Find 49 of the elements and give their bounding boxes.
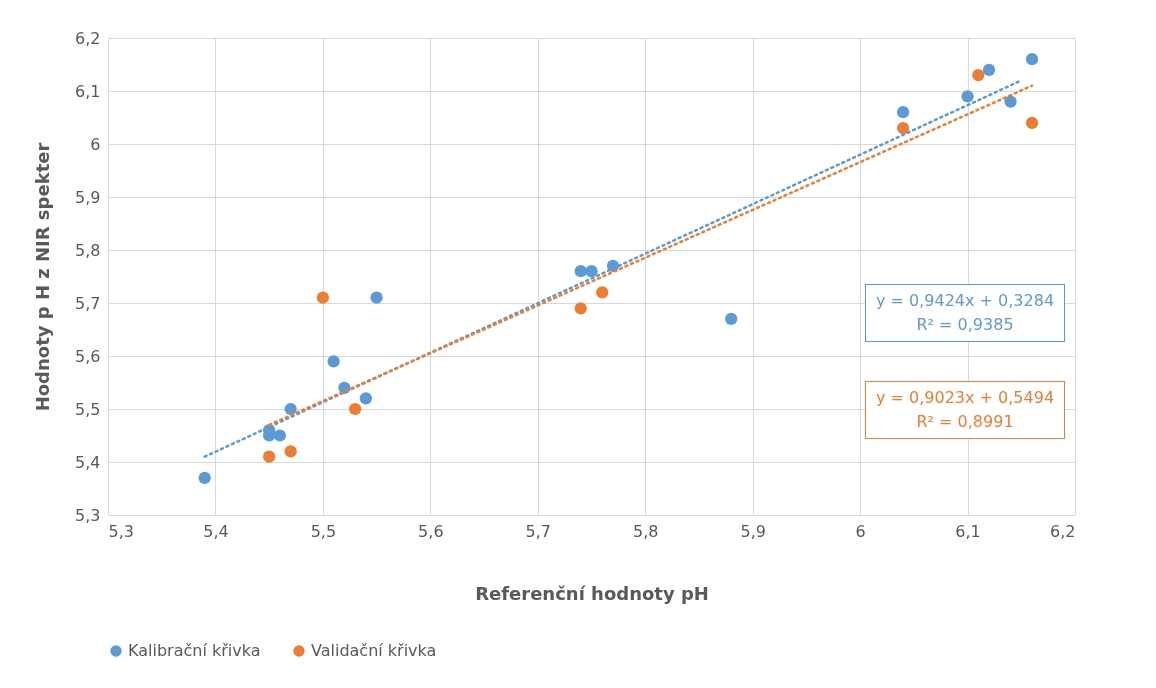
annotation: y = 0,9424x + 0,3284 R² = 0,9385	[865, 284, 1066, 342]
x-tick-label: 6,2	[1050, 521, 1076, 541]
point	[972, 68, 985, 82]
y-tick-label: 6,1	[75, 81, 101, 101]
y-tick-label: 6,2	[75, 28, 101, 48]
point	[896, 106, 910, 119]
point	[273, 429, 287, 442]
point	[198, 471, 211, 485]
y-tick-label: 5,5	[75, 399, 101, 419]
point	[596, 286, 609, 299]
point	[1025, 53, 1039, 66]
point	[574, 265, 587, 278]
legend-label: Validační křivka	[311, 641, 437, 660]
x-tick-label: 5,5	[310, 521, 337, 541]
x-tick-label: 5,7	[525, 521, 551, 541]
x-tick-label: 5,4	[203, 521, 229, 541]
point	[585, 265, 598, 278]
y-tick-label: 5,6	[75, 346, 101, 366]
x-tick-label: 6	[855, 521, 866, 541]
x-axis-title: Referenční hodnoty pH	[475, 582, 709, 604]
x-tick-label: 5,8	[633, 521, 659, 541]
point	[1004, 95, 1017, 108]
point	[896, 121, 910, 135]
point	[327, 355, 340, 368]
x-tick-label: 6,1	[955, 521, 981, 541]
point	[284, 402, 297, 416]
point	[574, 302, 587, 315]
point	[263, 450, 276, 463]
y-tick-label: 5,9	[75, 187, 101, 207]
x-tick-label: 5,9	[740, 521, 766, 541]
point	[284, 445, 297, 458]
point	[370, 291, 383, 304]
x-tick-label: 5,6	[418, 521, 444, 541]
point	[316, 291, 330, 304]
x-tick-label: 5,3	[108, 521, 134, 541]
y-tick-label: 5,8	[75, 240, 101, 260]
point	[725, 312, 738, 326]
legend-label: Kalibrační křivka	[128, 641, 261, 660]
point	[982, 63, 996, 76]
y-tick-label: 5,4	[75, 452, 101, 472]
point	[349, 402, 362, 416]
point	[359, 392, 372, 405]
annotation: y = 0,9023x + 0,5494 R² = 0,8991	[865, 381, 1066, 439]
y-tick-label: 6	[90, 134, 101, 154]
point	[1025, 116, 1039, 129]
point	[961, 90, 974, 103]
y-tick-label: 5,7	[75, 293, 101, 313]
y-axis-title: Hodnoty p H z NIR spekter	[32, 142, 54, 412]
y-tick-label: 5,3	[75, 505, 101, 525]
